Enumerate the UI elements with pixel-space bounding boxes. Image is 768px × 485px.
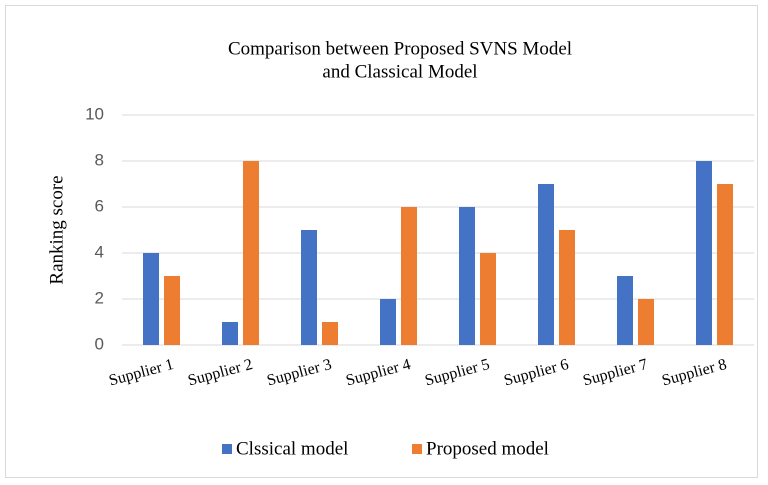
bar [480,253,496,345]
bar [638,299,654,345]
chart-title: and Classical Model [322,61,477,82]
bar [617,276,633,345]
bar [559,230,575,345]
bar [143,253,159,345]
chart-title: Comparison between Proposed SVNS Model [228,38,572,59]
y-tick-label: 2 [95,288,104,307]
y-tick-label: 10 [85,104,104,123]
y-tick-label: 0 [95,334,104,353]
bar [243,161,259,345]
bar [459,207,475,345]
legend-label: Proposed model [426,438,549,459]
y-tick-label: 8 [95,150,104,169]
bar [380,299,396,345]
y-axis-label: Ranking score [46,175,67,284]
legend-swatch [412,444,422,454]
legend-label: Clssical model [236,438,348,459]
bar [301,230,317,345]
bar [538,184,554,345]
bar [717,184,733,345]
chart-border [5,5,758,478]
bar [322,322,338,345]
bar [401,207,417,345]
legend-swatch [222,444,232,454]
bar [164,276,180,345]
bar [222,322,238,345]
y-tick-label: 6 [95,196,104,215]
y-tick-label: 4 [95,242,104,261]
bar [696,161,712,345]
